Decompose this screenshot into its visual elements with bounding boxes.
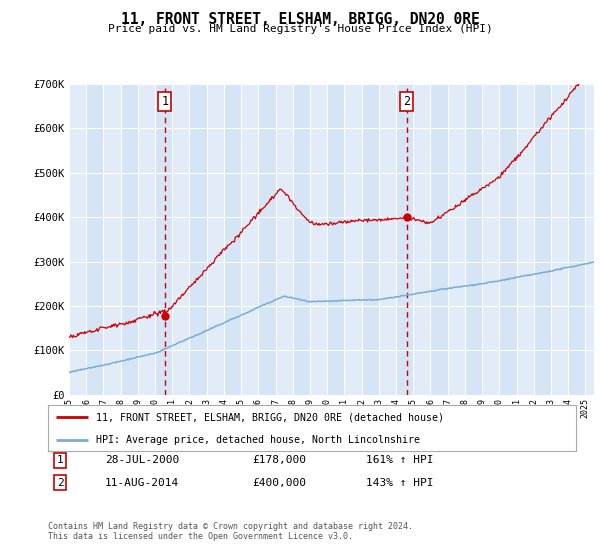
Text: £178,000: £178,000 [252,455,306,465]
Bar [430,84,448,395]
Bar [103,84,121,395]
Bar [86,84,103,395]
Text: 1: 1 [56,455,64,465]
Bar [534,84,551,395]
Bar [293,84,310,395]
Bar [396,84,413,395]
Text: Contains HM Land Registry data © Crown copyright and database right 2024.
This d: Contains HM Land Registry data © Crown c… [48,522,413,542]
Bar [448,84,465,395]
Text: 161% ↑ HPI: 161% ↑ HPI [366,455,433,465]
Bar [207,84,224,395]
Bar [259,84,275,395]
Bar [482,84,499,395]
Text: 1: 1 [161,95,169,108]
Text: 11-AUG-2014: 11-AUG-2014 [105,478,179,488]
Bar [241,84,259,395]
Bar [310,84,327,395]
Bar [362,84,379,395]
Text: 2: 2 [403,95,410,108]
Bar [586,84,600,395]
Bar [275,84,293,395]
Text: 143% ↑ HPI: 143% ↑ HPI [366,478,433,488]
Bar [190,84,207,395]
Bar [517,84,534,395]
Bar [379,84,396,395]
Bar [344,84,362,395]
Bar [499,84,517,395]
Bar [327,84,344,395]
Bar [465,84,482,395]
Text: 28-JUL-2000: 28-JUL-2000 [105,455,179,465]
Bar [568,84,586,395]
Text: Price paid vs. HM Land Registry's House Price Index (HPI): Price paid vs. HM Land Registry's House … [107,24,493,34]
Text: HPI: Average price, detached house, North Lincolnshire: HPI: Average price, detached house, Nort… [95,435,419,445]
Bar [413,84,430,395]
Text: £400,000: £400,000 [252,478,306,488]
Bar [224,84,241,395]
Text: 11, FRONT STREET, ELSHAM, BRIGG, DN20 0RE (detached house): 11, FRONT STREET, ELSHAM, BRIGG, DN20 0R… [95,412,443,422]
Text: 2: 2 [56,478,64,488]
Text: 11, FRONT STREET, ELSHAM, BRIGG, DN20 0RE: 11, FRONT STREET, ELSHAM, BRIGG, DN20 0R… [121,12,479,27]
Bar [121,84,138,395]
Bar [155,84,172,395]
Bar [138,84,155,395]
Bar [551,84,568,395]
Bar [69,84,86,395]
Bar [172,84,190,395]
